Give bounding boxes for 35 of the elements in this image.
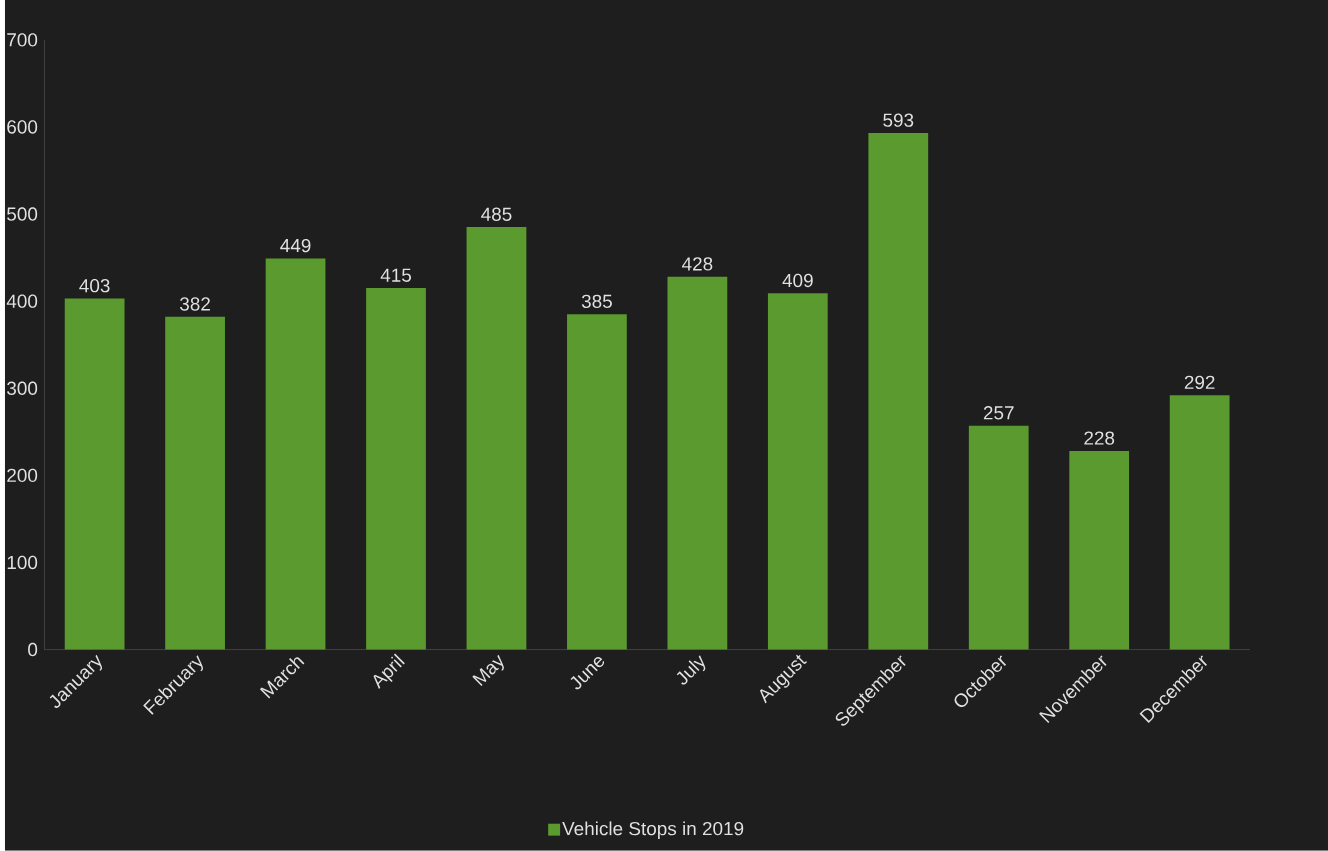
y-tick-label: 100: [7, 555, 38, 570]
bar: [366, 288, 426, 650]
x-tick-label: July: [676, 655, 706, 685]
data-label: 385: [581, 294, 612, 309]
data-label: 403: [79, 279, 110, 293]
data-label: 449: [280, 238, 311, 253]
bar: [466, 227, 527, 650]
bar: [667, 276, 728, 650]
y-tick-label: 500: [7, 207, 38, 221]
bar: [265, 258, 326, 650]
data-label: 415: [380, 268, 411, 282]
bar: [64, 298, 125, 650]
bar: [567, 314, 627, 650]
x-tick-label: May: [472, 654, 504, 687]
data-label: 382: [180, 297, 210, 311]
data-label: 292: [1184, 375, 1215, 390]
data-label: 485: [481, 207, 512, 222]
bar: [165, 316, 225, 650]
y-tick-label: 0: [28, 642, 38, 657]
y-tick-label: 400: [6, 294, 38, 308]
legend-label: Vehicle Stops in 2019: [562, 821, 744, 840]
data-label: 428: [682, 257, 713, 271]
y-tick-label: 700: [7, 33, 38, 47]
bar: [1069, 451, 1130, 650]
bar: [1169, 395, 1230, 650]
y-tick-label: 200: [7, 468, 38, 483]
data-label: 228: [1084, 431, 1115, 445]
y-tick-label: 600: [7, 120, 38, 134]
y-tick-label: 300: [7, 381, 38, 396]
bar: [767, 293, 828, 650]
bar: [968, 425, 1029, 650]
data-label: 257: [983, 406, 1014, 420]
bar: [868, 133, 929, 650]
data-label: 409: [782, 273, 813, 288]
data-label: 593: [883, 113, 914, 127]
